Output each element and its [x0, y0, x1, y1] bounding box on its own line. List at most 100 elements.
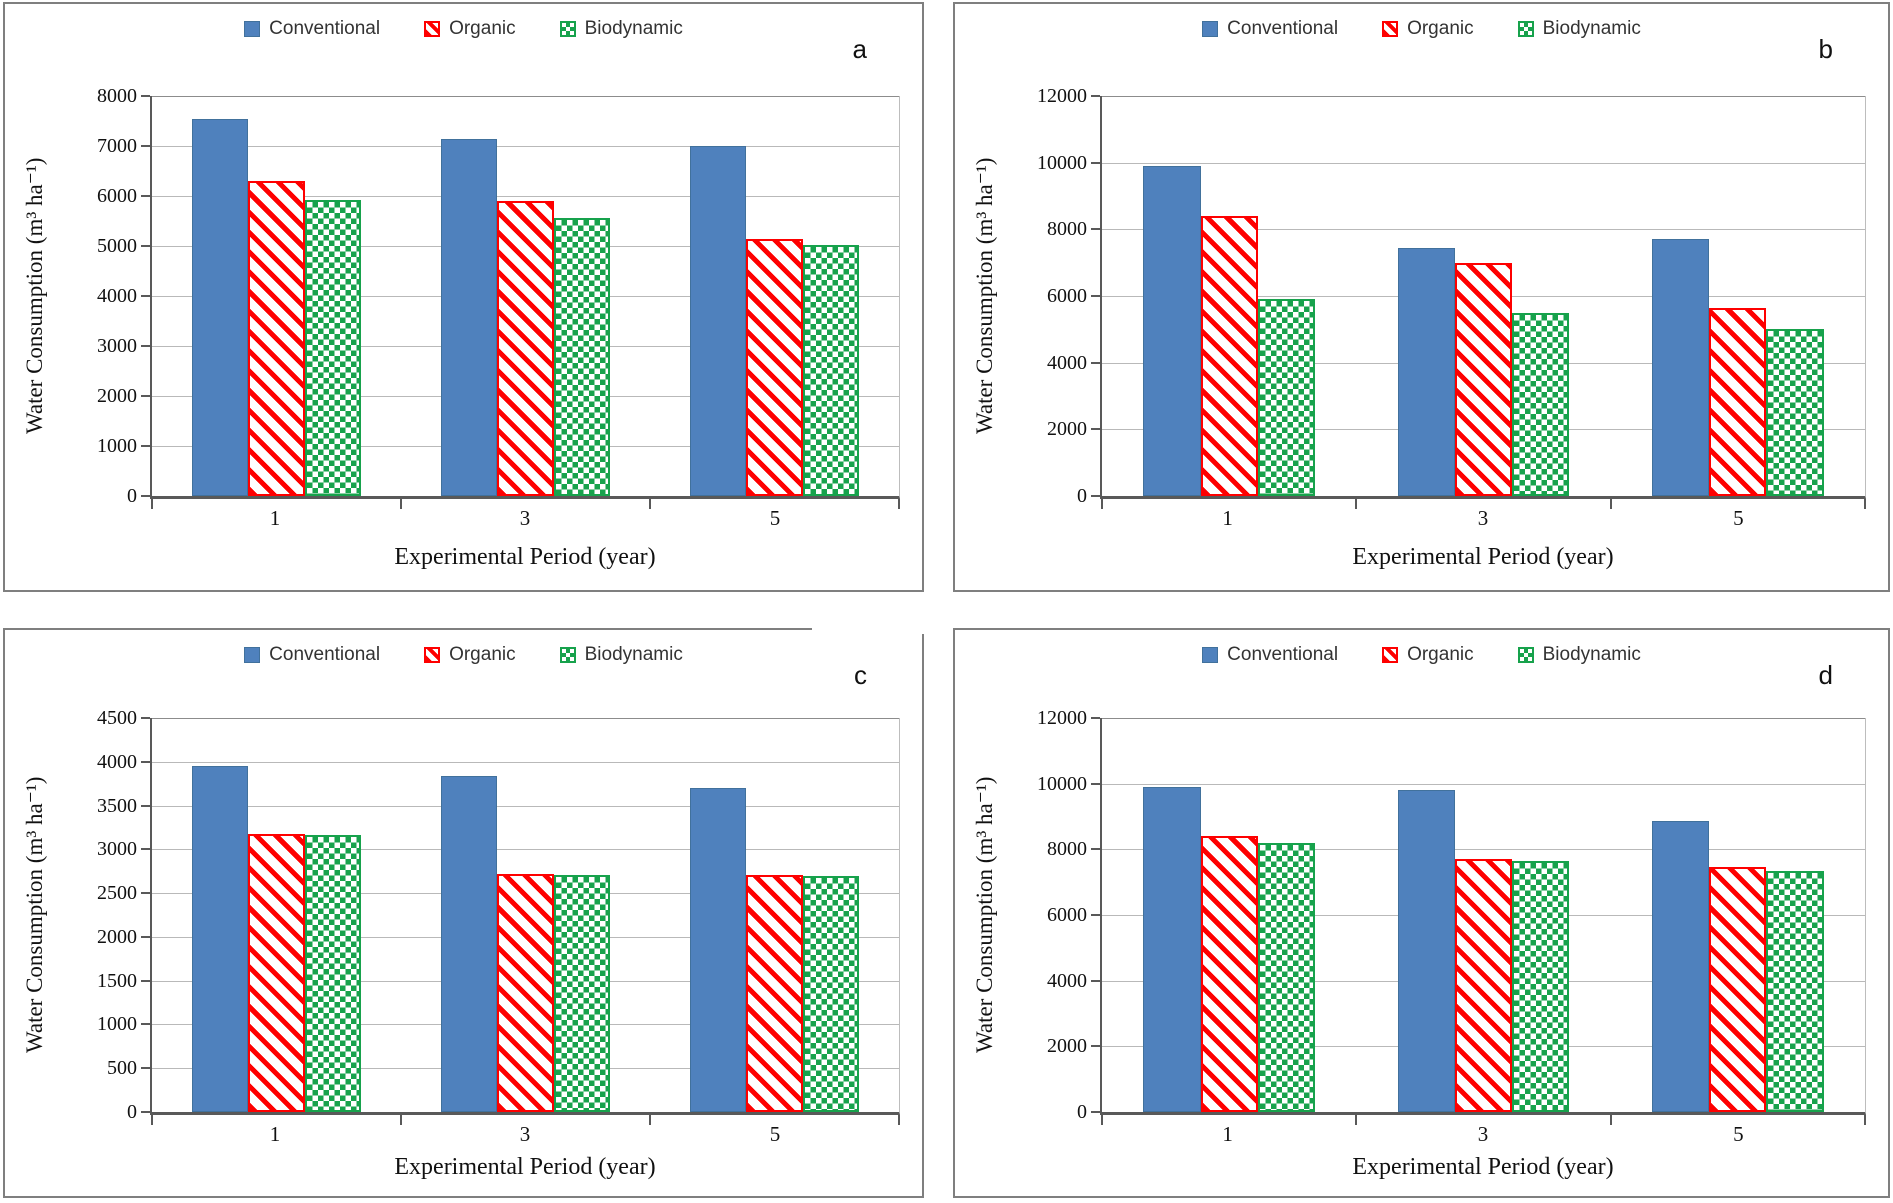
plot-area	[1091, 717, 1866, 1125]
y-tick-label: 2000	[97, 925, 137, 948]
gridline	[152, 849, 899, 851]
panel-b: Conventional Organic Biodynamic b Water Co…	[953, 2, 1890, 592]
bar-organic-year-5	[1709, 867, 1767, 1112]
x-axis-title: Experimental Period (year)	[394, 1154, 656, 1180]
legend-swatch-conventional-icon	[1202, 647, 1219, 663]
legend-item-organic: Organic	[424, 18, 516, 40]
y-tickmark	[1091, 161, 1100, 164]
y-tickmark	[141, 495, 150, 497]
x-tickmark	[1609, 1115, 1612, 1125]
y-tickmark	[1091, 782, 1100, 785]
y-tick-label: 10000	[1037, 151, 1087, 174]
y-tickmark	[1091, 428, 1100, 431]
y-axis-title: Water Consumption (m³ ha⁻¹)	[972, 157, 997, 435]
x-tickmark	[151, 499, 153, 509]
legend-item-biodynamic: Biodynamic	[1517, 18, 1641, 40]
x-axis-ticks: 1 3 5	[150, 1122, 900, 1148]
bar-organic-year-3	[497, 873, 554, 1112]
y-tickmark	[1091, 95, 1100, 97]
gridline	[152, 96, 899, 97]
legend-label-biodynamic: Biodynamic	[584, 18, 683, 39]
x-axis-title: Experimental Period (year)	[394, 544, 656, 570]
y-tick-label: 10000	[1037, 772, 1087, 795]
y-tickmark	[1091, 1111, 1100, 1113]
x-axis-title: Experimental Period (year)	[1352, 1154, 1614, 1180]
legend-label-organic: Organic	[1407, 644, 1474, 665]
x-tickmark	[898, 499, 900, 509]
y-tick-label: 4000	[97, 285, 137, 307]
x-tick-label: 3	[1477, 506, 1489, 530]
y-tickmark	[141, 1111, 150, 1113]
plot-area	[141, 95, 900, 509]
y-tick-label: 0	[127, 485, 137, 507]
legend-swatch-conventional-icon	[244, 21, 261, 37]
y-tickmark	[141, 979, 150, 982]
legend-label-biodynamic: Biodynamic	[584, 644, 683, 665]
x-tickmark	[1101, 499, 1103, 509]
y-axis-ticks: 0 2000 4000 6000 8000 10000 12000	[1001, 707, 1095, 1123]
panel-c: Conventional Organic Biodynamic c Water Co…	[3, 628, 924, 1198]
legend: Conventional Organic Biodynamic	[955, 18, 1888, 40]
y-axis-ticks: 0 500 1000 1500 2000 2500 3000 3500 4000 4500	[51, 707, 145, 1123]
x-tickmark	[151, 1115, 153, 1125]
legend-label-organic: Organic	[449, 18, 516, 39]
panel-a: Conventional Organic Biodynamic a Water Co…	[3, 2, 924, 592]
legend-label-conventional: Conventional	[269, 644, 381, 665]
bar-conventional-year-3	[441, 775, 498, 1112]
gridline	[152, 146, 899, 147]
plot-area	[141, 717, 900, 1125]
legend-label-conventional: Conventional	[1227, 18, 1339, 39]
bar-organic-year-3	[497, 201, 554, 496]
x-axis-ticks: 1 3 5	[1100, 506, 1866, 532]
panel-letter: c	[854, 660, 867, 690]
legend-label-conventional: Conventional	[269, 18, 381, 39]
y-tickmark	[141, 935, 150, 938]
legend-swatch-organic-icon	[1382, 647, 1399, 663]
gridline	[152, 761, 899, 763]
bar-organic-year-1	[248, 181, 305, 496]
y-tick-label: 6000	[1047, 285, 1087, 307]
legend-label-biodynamic: Biodynamic	[1542, 18, 1641, 39]
y-tickmark	[141, 760, 150, 763]
x-tickmark	[1864, 499, 1866, 509]
x-tickmark	[648, 499, 651, 509]
panel-letter: b	[1818, 34, 1833, 64]
bar-conventional-year-5	[690, 788, 747, 1112]
y-tickmark	[141, 445, 150, 447]
y-tick-label: 7000	[97, 135, 137, 157]
bar-biodynamic-year-1	[1257, 299, 1315, 496]
legend-item-biodynamic: Biodynamic	[559, 644, 683, 666]
panel-c-border-notch	[812, 621, 924, 634]
panel-d: Conventional Organic Biodynamic d Water Co…	[953, 628, 1890, 1198]
legend-item-conventional: Conventional	[244, 644, 380, 666]
y-tickmark	[1091, 361, 1100, 364]
y-tick-label: 12000	[1037, 85, 1087, 107]
y-tickmark	[1091, 979, 1100, 982]
x-tick-label: 3	[1477, 1122, 1489, 1146]
legend-item-organic: Organic	[1382, 18, 1474, 40]
gridline	[1102, 229, 1865, 231]
x-tick-label: 3	[519, 1122, 531, 1146]
x-tickmark	[1609, 499, 1612, 509]
bar-organic-year-1	[248, 833, 305, 1112]
plot-area	[1091, 95, 1866, 509]
bar-biodynamic-year-5	[1766, 329, 1824, 496]
y-tick-label: 4000	[1047, 969, 1087, 992]
bar-organic-year-3	[1454, 859, 1513, 1112]
y-tickmark	[141, 95, 150, 97]
y-tick-label: 12000	[1037, 707, 1087, 729]
x-tick-label: 5	[769, 506, 781, 530]
y-tickmark	[1091, 295, 1100, 297]
bar-biodynamic-year-5	[802, 244, 859, 496]
y-tick-label: 4000	[1047, 351, 1087, 374]
legend-item-conventional: Conventional	[244, 18, 380, 40]
x-tickmark	[1355, 499, 1358, 509]
y-tick-label: 0	[127, 1101, 137, 1123]
y-tick-label: 1000	[97, 435, 137, 457]
bar-biodynamic-year-3	[553, 217, 610, 496]
x-tick-label: 5	[1733, 1122, 1744, 1146]
gridline	[1102, 718, 1865, 719]
legend-item-organic: Organic	[1382, 644, 1474, 666]
y-axis-ticks: 0 2000 4000 6000 8000 10000 12000	[1001, 85, 1095, 507]
